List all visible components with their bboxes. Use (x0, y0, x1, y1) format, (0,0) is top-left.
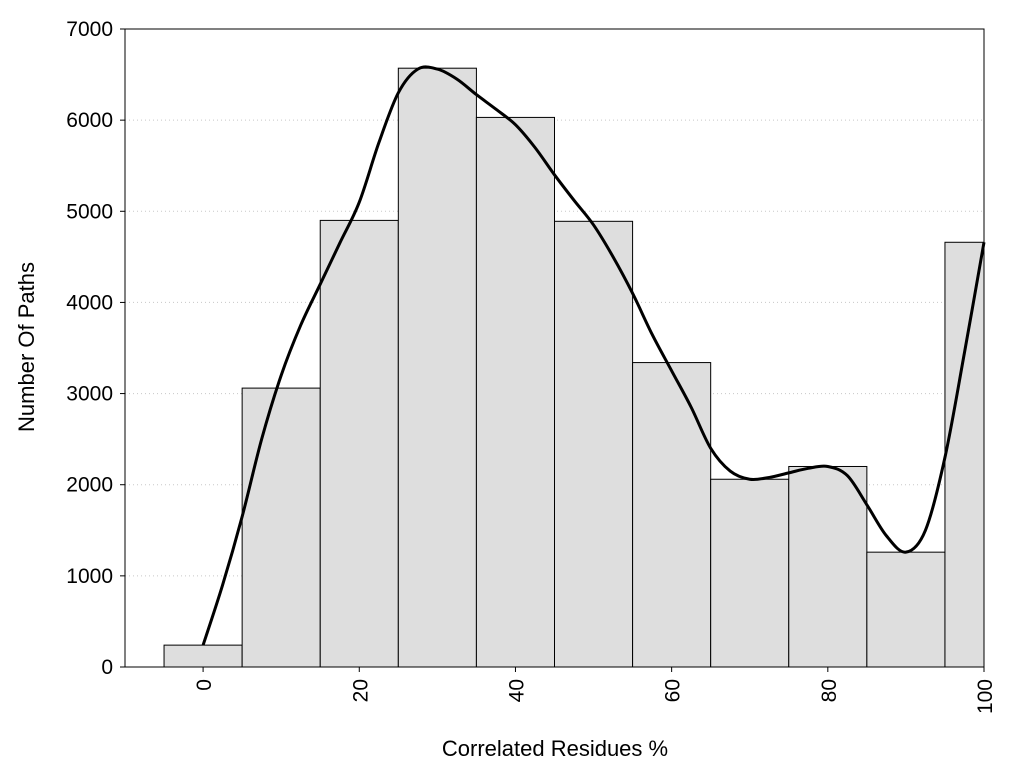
bar-40 (475, 116, 555, 668)
x-axis-title: Correlated Residues % (442, 736, 668, 761)
y-tick-label-4000: 4000 (66, 291, 113, 314)
bar-30 (397, 67, 477, 668)
y-tick-label-1000: 1000 (66, 565, 113, 588)
x-tick-label-80: 80 (818, 679, 841, 702)
x-tick-label-0: 0 (193, 679, 216, 691)
y-tick-label-7000: 7000 (66, 18, 113, 41)
bar-90 (866, 551, 946, 668)
x-tick-label-20: 20 (349, 679, 372, 702)
x-tick-label-100: 100 (974, 679, 997, 714)
bars (163, 67, 985, 668)
x-tick-label-40: 40 (505, 679, 528, 702)
bar-50 (554, 220, 634, 668)
y-tick-label-5000: 5000 (66, 200, 113, 223)
density-curve (201, 65, 986, 646)
y-tick-label-2000: 2000 (66, 474, 113, 497)
x-axis-ticks: 0 20 40 60 80 100 (193, 667, 997, 714)
bar-70 (710, 478, 790, 668)
x-tick-label-60: 60 (662, 679, 685, 702)
density-curve-line (201, 65, 986, 646)
y-tick-label-6000: 6000 (66, 109, 113, 132)
bar-10 (241, 387, 321, 668)
plot-border (124, 28, 985, 668)
y-tick-label-3000: 3000 (66, 383, 113, 406)
plot-frame (124, 28, 985, 668)
y-tick-label-0: 0 (101, 656, 113, 679)
y-axis-title: Number Of Paths (14, 262, 39, 432)
bar-80 (788, 465, 868, 668)
bar-60 (632, 362, 712, 668)
bar-20 (319, 219, 399, 668)
y-axis-ticks: 0 1000 2000 3000 4000 5000 6000 7000 (66, 18, 125, 679)
bar-100 (944, 241, 985, 668)
bar-0 (163, 644, 243, 668)
